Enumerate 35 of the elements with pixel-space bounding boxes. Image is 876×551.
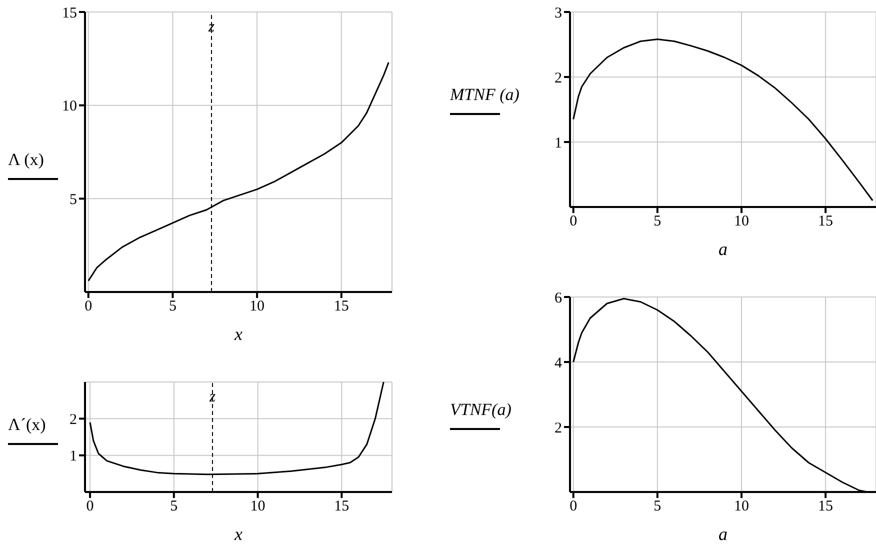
x-axis-title: a	[718, 524, 728, 544]
y-axis-title: Λ (x)	[8, 150, 44, 169]
y-tick-label: 2	[70, 412, 77, 428]
y-tick-label: 3	[554, 5, 562, 22]
x-tick-label: 0	[86, 498, 94, 515]
x-tick-label: 5	[654, 498, 662, 515]
y-axis-title: MTNF (a)	[450, 85, 520, 104]
x-axis-title: a	[718, 239, 728, 259]
x-tick-label: 5	[168, 298, 176, 315]
x-tick-label: 0	[570, 498, 578, 515]
y-tick-label: 2	[554, 70, 562, 86]
x-tick-label: 0	[570, 214, 578, 230]
x-axis-title: x	[234, 324, 242, 344]
x-tick-label: 0	[84, 298, 92, 315]
x-tick-label: 10	[734, 498, 749, 515]
y-tick-label: 6	[554, 290, 562, 306]
x-tick-label: 10	[250, 498, 266, 515]
x-tick-label: 15	[818, 214, 834, 230]
y-tick-label: 2	[554, 420, 562, 436]
x-tick-label: 15	[334, 298, 349, 315]
x-tick-label: 15	[818, 498, 834, 515]
x-tick-label: 5	[654, 214, 662, 230]
x-tick-label: 10	[250, 298, 265, 315]
y-axis-title: Λ´(x)	[8, 415, 46, 434]
y-tick-label: 4	[554, 355, 562, 372]
y-axis-title: VTNF(a)	[450, 400, 512, 419]
y-tick-label: 15	[62, 5, 77, 22]
x-tick-label: 5	[170, 498, 178, 515]
x-tick-label: 15	[334, 498, 350, 515]
y-tick-label: 1	[70, 448, 77, 465]
x-tick-label: 10	[734, 214, 749, 230]
y-tick-label: 5	[70, 192, 77, 208]
x-axis-title: x	[234, 524, 242, 544]
y-tick-label: 10	[62, 98, 77, 115]
y-tick-label: 1	[554, 135, 562, 152]
